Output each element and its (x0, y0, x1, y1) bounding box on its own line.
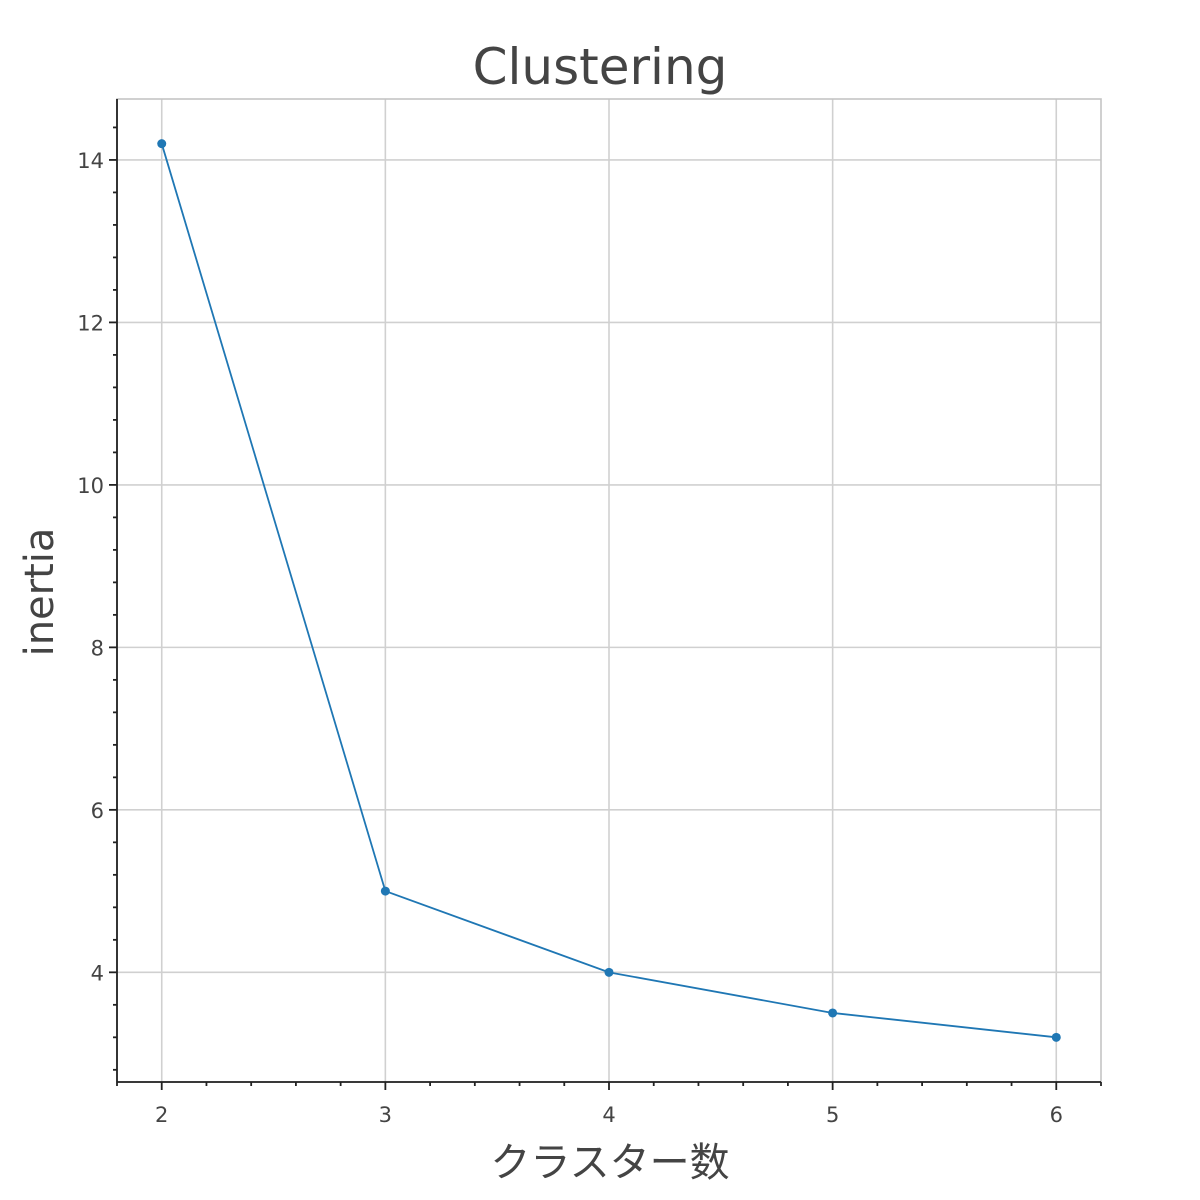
x-tick-label: 5 (826, 1103, 839, 1127)
axes: 2 3 4 5 6 4 6 8 10 12 14 (77, 99, 1102, 1127)
data-point (1051, 1032, 1061, 1042)
x-tick-label: 6 (1050, 1103, 1063, 1127)
data-point (604, 967, 614, 977)
y-tick-label: 10 (77, 474, 104, 498)
x-tick-label: 4 (602, 1103, 615, 1127)
y-tick-label: 12 (77, 311, 104, 335)
y-tick-label: 8 (91, 636, 104, 660)
data-point (828, 1008, 838, 1018)
data-point (157, 139, 167, 149)
x-axis-label: クラスター数 (490, 1140, 729, 1186)
y-axis-label: inertia (17, 528, 63, 657)
chart-title: Clustering (473, 38, 728, 96)
y-tick-label: 6 (91, 799, 104, 823)
x-tick-label: 2 (155, 1103, 168, 1127)
x-tick-label: 3 (379, 1103, 392, 1127)
data-point (380, 886, 390, 896)
y-tick-label: 4 (91, 961, 104, 985)
y-tick-label: 14 (77, 149, 104, 173)
series (157, 139, 1061, 1042)
